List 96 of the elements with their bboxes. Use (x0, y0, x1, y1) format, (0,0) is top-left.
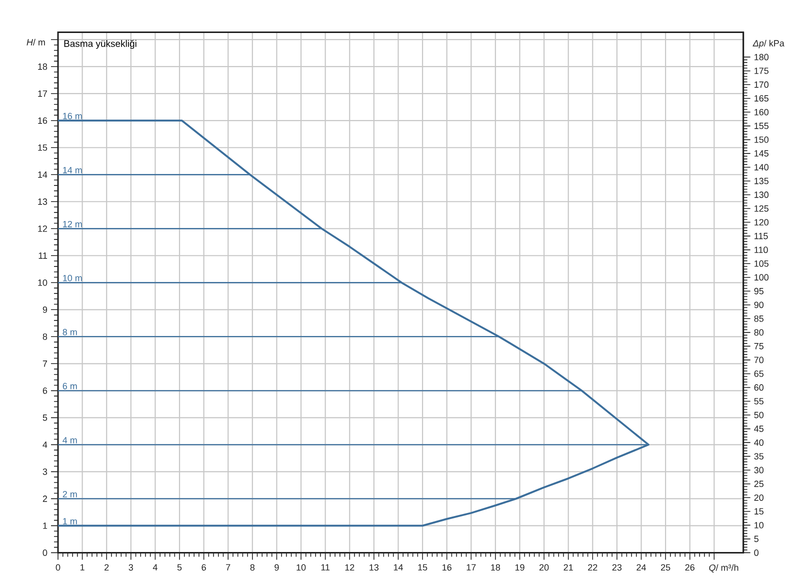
y-tick-label: 13 (38, 198, 48, 205)
x-tick-label: 19 (515, 564, 524, 571)
x-tick-label: 7 (226, 564, 230, 570)
annotation: 8 m (62, 328, 77, 336)
annotation: 12 m (63, 220, 82, 228)
y-tick-label: 4 (42, 442, 48, 448)
y-axis-title: H/ m (26, 38, 45, 46)
x-tick-label: 1 (80, 564, 84, 570)
y2-tick-label: 0 (754, 550, 759, 556)
y2-tick-label: 15 (754, 508, 764, 515)
x-tick-label: 9 (274, 564, 279, 571)
y-tick-label: 10 (38, 279, 48, 286)
y2-tick-label: 25 (754, 480, 764, 488)
y-tick-label: 6 (42, 387, 48, 394)
y2-tick-label: 90 (754, 302, 764, 308)
y2-tick-label: 120 (754, 219, 769, 226)
y-tick-label: 15 (38, 144, 48, 151)
x-tick-label: 17 (466, 564, 476, 570)
y-tick-label: 2 (42, 496, 48, 502)
y2-tick-label: 130 (754, 192, 769, 198)
y2-tick-label: 20 (754, 494, 764, 501)
x-tick-label: 24 (636, 564, 646, 571)
y2-tick-label: 70 (754, 356, 764, 364)
x-tick-label: 16 (442, 564, 452, 571)
y2-tick-label: 45 (754, 426, 764, 432)
y2-tick-label: 160 (754, 108, 769, 116)
y2-tick-label: 165 (754, 95, 768, 102)
y2-tick-label: 175 (754, 68, 768, 74)
y2-tick-label: 35 (754, 453, 764, 460)
y2-tick-label: 30 (754, 466, 764, 474)
y-tick-label: 17 (38, 90, 48, 97)
x-tick-label: 21 (564, 564, 573, 571)
x-tick-label: 10 (296, 564, 306, 571)
y2-tick-label: 110 (754, 246, 768, 254)
y2-tick-label: 115 (754, 232, 768, 240)
annotation: 2 m (62, 491, 77, 498)
x-tick-label: 25 (660, 564, 670, 571)
x-tick-label: 22 (588, 564, 598, 571)
y-tick-label: 16 (38, 117, 48, 124)
annotation: 14 m (63, 167, 82, 174)
y2-tick-label: 65 (754, 370, 764, 377)
x-axis-title: Q/ m³/h (709, 564, 738, 572)
annotation: 1 m (63, 518, 77, 524)
y2-tick-label: 180 (754, 54, 769, 60)
y2-tick-label: 5 (754, 536, 758, 542)
x-tick-label: 23 (612, 564, 622, 571)
x-tick-label: 8 (250, 564, 255, 571)
y-tick-label: 11 (38, 252, 48, 259)
y-tick-label: 9 (42, 306, 48, 313)
y-tick-label: 0 (42, 550, 48, 556)
y-tick-label: 8 (42, 333, 48, 340)
x-tick-label: 6 (202, 564, 206, 571)
x-tick-label: 20 (539, 564, 549, 571)
x-tick-label: 5 (177, 564, 182, 571)
x-tick-label: 14 (394, 564, 403, 570)
y2-tick-label: 60 (754, 384, 764, 391)
y-tick-label: 18 (38, 63, 48, 70)
x-tick-label: 3 (128, 564, 134, 571)
y2-tick-label: 95 (754, 288, 764, 294)
y2-axis-title: Δp/ kPa (752, 40, 784, 48)
y-tick-label: 5 (42, 414, 48, 421)
y2-tick-label: 135 (754, 178, 768, 184)
y2-tick-label: 155 (754, 122, 768, 130)
x-tick-label: 13 (370, 564, 379, 571)
y-tick-label: 1 (43, 522, 48, 529)
x-tick-label: 12 (345, 564, 354, 571)
annotation: 10 m (63, 274, 82, 282)
x-tick-label: 2 (104, 564, 109, 571)
x-tick-label: 4 (152, 564, 158, 570)
annotation: 6 m (62, 382, 77, 390)
y2-tick-label: 100 (754, 274, 769, 281)
y2-tick-label: 125 (754, 205, 768, 212)
y2-tick-label: 85 (754, 315, 764, 322)
y-tick-label: 7 (42, 360, 48, 367)
y2-tick-label: 50 (754, 412, 764, 418)
y2-tick-label: 170 (754, 81, 769, 88)
y2-tick-label: 75 (754, 343, 764, 350)
x-tick-label: 15 (418, 564, 428, 571)
text: Basma yüksekliği (64, 40, 136, 49)
x-tick-label: 0 (56, 564, 60, 571)
y-tick-label: 14 (38, 172, 48, 178)
x-tick-label: 18 (491, 564, 500, 571)
y-tick-label: 12 (38, 225, 48, 232)
annotation: 4 m (62, 437, 77, 444)
y-tick-label: 3 (42, 468, 48, 475)
y2-tick-label: 10 (754, 522, 764, 528)
x-tick-label: 26 (685, 564, 694, 571)
y2-tick-label: 145 (754, 150, 768, 157)
x-tick-label: 11 (321, 564, 330, 570)
y2-tick-label: 80 (754, 329, 764, 336)
annotation: 16 m (63, 112, 82, 120)
y2-tick-label: 55 (754, 398, 764, 404)
y2-tick-label: 140 (754, 164, 769, 170)
y2-tick-label: 150 (754, 136, 769, 143)
y2-tick-label: 40 (754, 439, 764, 446)
y2-tick-label: 105 (754, 260, 768, 267)
